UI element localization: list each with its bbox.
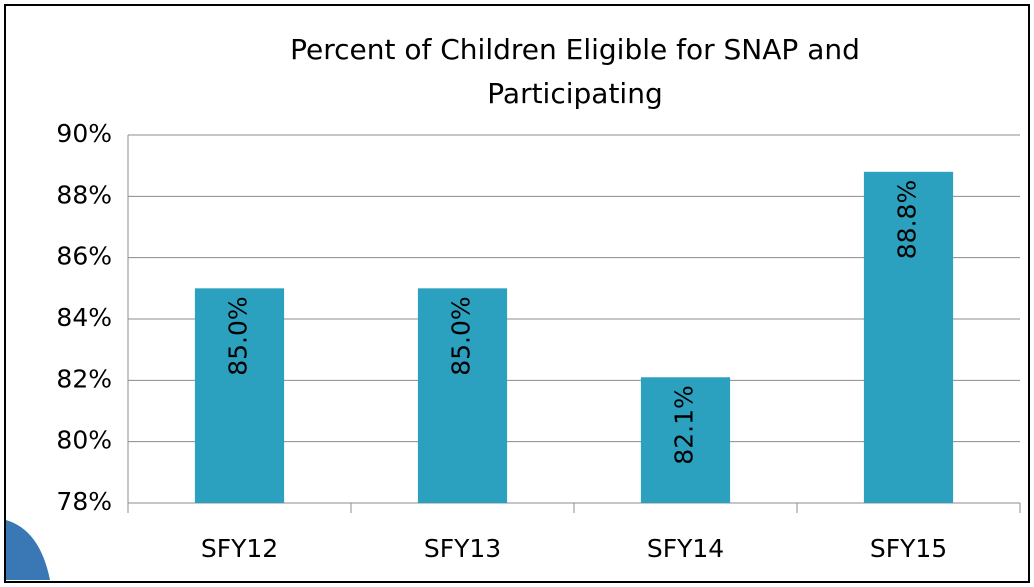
bar [640,377,731,503]
y-tick-label: 78% [56,487,112,516]
decoration [6,520,50,580]
data-label: 85.0% [224,296,253,375]
x-tick-label: SFY12 [201,534,278,563]
x-tick-label: SFY15 [870,534,947,563]
y-tick-label: 84% [56,303,112,332]
data-label: 88.8% [893,180,922,259]
bar [863,171,954,504]
y-tick-label: 88% [56,180,112,209]
y-tick-label: 82% [56,364,112,393]
chart-title: Percent of Children Eligible for SNAP an… [290,33,860,110]
chart-frame [4,4,1030,583]
y-tick-label: 86% [56,242,112,271]
data-label: 85.0% [447,296,476,375]
data-label: 82.1% [670,385,699,464]
y-tick-label: 80% [56,426,112,455]
x-tick-label: SFY13 [424,534,501,563]
x-tick-label: SFY14 [647,534,724,563]
bar [417,288,508,503]
y-tick-label: 90% [56,119,112,148]
bar [194,288,285,503]
